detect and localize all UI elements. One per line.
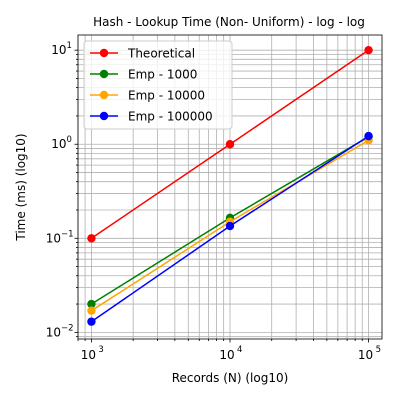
legend-swatch-marker bbox=[99, 90, 109, 100]
legend-label: Emp - 1000 bbox=[128, 68, 197, 82]
x-tick-label-base: 10 bbox=[81, 348, 96, 362]
series-0 bbox=[87, 45, 373, 243]
y-tick-label-exponent: −2 bbox=[61, 323, 74, 333]
data-point bbox=[87, 234, 96, 243]
x-tick-label-exponent: 4 bbox=[237, 345, 242, 355]
data-point bbox=[364, 131, 373, 141]
y-tick-label-base: 10 bbox=[46, 325, 61, 339]
y-axis-label: Time (ms) (log10) bbox=[14, 133, 28, 241]
data-point bbox=[225, 140, 235, 149]
x-tick-label: 10 4 bbox=[219, 345, 242, 362]
y-tick-label-base: 10 bbox=[46, 231, 61, 245]
y-tick-label: 10 −2 bbox=[46, 323, 74, 339]
y-tick-label-base: 10 bbox=[51, 137, 66, 151]
x-tick-label-base: 10 bbox=[358, 348, 373, 362]
legend-swatch-marker bbox=[99, 48, 109, 58]
data-point bbox=[364, 45, 373, 55]
ticks: 10 3 10 4 10 510 −210 −110 010 1 bbox=[46, 41, 381, 362]
data-point bbox=[87, 317, 96, 326]
x-tick-label: 10 3 bbox=[81, 345, 104, 362]
data-point bbox=[87, 306, 96, 315]
y-tick-label: 10 0 bbox=[51, 135, 72, 151]
legend-entry: Theoretical bbox=[90, 47, 195, 61]
legend-label: Emp - 100000 bbox=[128, 110, 213, 124]
legend-swatch-marker bbox=[99, 69, 109, 79]
y-tick-label-exponent: 1 bbox=[67, 41, 72, 51]
y-tick-label-exponent: 0 bbox=[67, 135, 72, 145]
y-tick-label: 10 −1 bbox=[46, 229, 74, 245]
legend-box bbox=[83, 40, 233, 130]
x-axis-label: Records (N) (log10) bbox=[172, 371, 289, 385]
legend-swatch-marker bbox=[99, 111, 109, 121]
legend-label: Emp - 10000 bbox=[128, 89, 205, 103]
y-tick-label-base: 10 bbox=[51, 43, 66, 57]
y-tick-label-exponent: −1 bbox=[61, 229, 74, 239]
data-point bbox=[87, 299, 96, 309]
legend-entry: Emp - 100000 bbox=[90, 110, 213, 124]
x-tick-label: 10 5 bbox=[358, 345, 381, 362]
x-tick-label-exponent: 3 bbox=[98, 345, 103, 355]
x-tick-label-base: 10 bbox=[219, 348, 234, 362]
legend-entry: Emp - 1000 bbox=[90, 68, 197, 82]
data-point bbox=[225, 221, 235, 231]
x-tick-label-exponent: 5 bbox=[376, 345, 381, 355]
series-3 bbox=[87, 131, 373, 326]
chart-title: Hash - Lookup Time (Non- Uniform) - log … bbox=[93, 15, 365, 29]
series-layer bbox=[87, 45, 373, 326]
legend-entry: Emp - 10000 bbox=[90, 89, 205, 103]
legend: Theoretical Emp - 1000 Emp - 10000 Emp - 10… bbox=[83, 40, 233, 130]
legend-label: Theoretical bbox=[127, 47, 195, 61]
y-tick-label: 10 1 bbox=[51, 41, 72, 57]
